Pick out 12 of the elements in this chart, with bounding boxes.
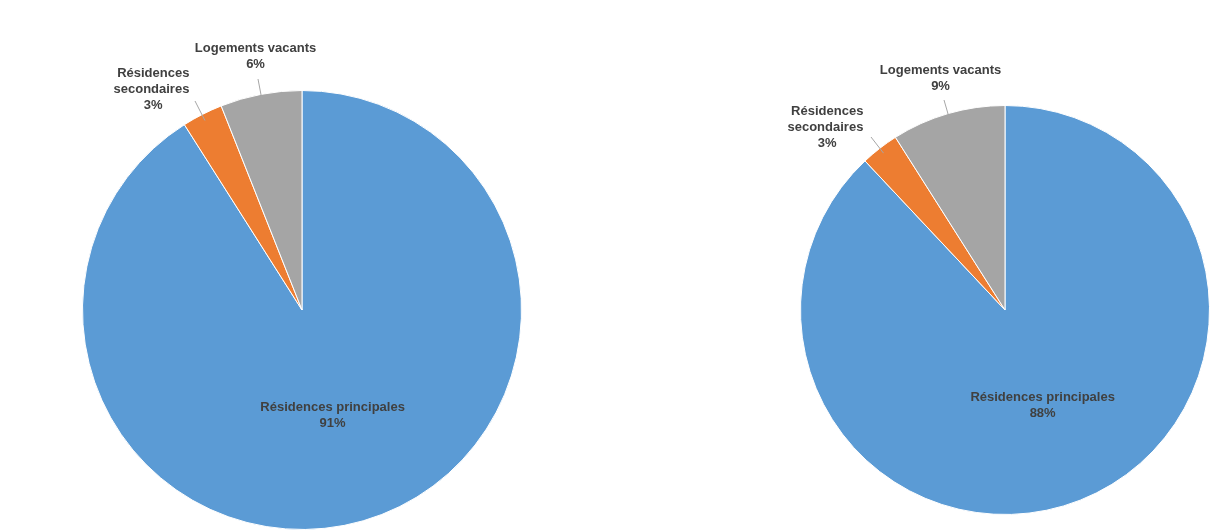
data-label: 6% bbox=[246, 55, 266, 71]
data-label: 91% bbox=[319, 414, 347, 430]
data-label: 9% bbox=[931, 77, 951, 93]
slice-label: Logements vacants bbox=[194, 39, 317, 55]
slice-label: Résidences secondaires bbox=[787, 102, 864, 134]
slice-label: Résidences principales bbox=[260, 398, 405, 414]
data-label: 3% bbox=[143, 96, 164, 112]
slice-label: Résidences principales bbox=[970, 388, 1115, 404]
slice-label: Logements vacants bbox=[879, 61, 1002, 77]
slice-label: Résidences secondaires bbox=[113, 64, 190, 96]
data-label: 88% bbox=[1029, 404, 1057, 420]
data-label: 3% bbox=[817, 134, 838, 150]
